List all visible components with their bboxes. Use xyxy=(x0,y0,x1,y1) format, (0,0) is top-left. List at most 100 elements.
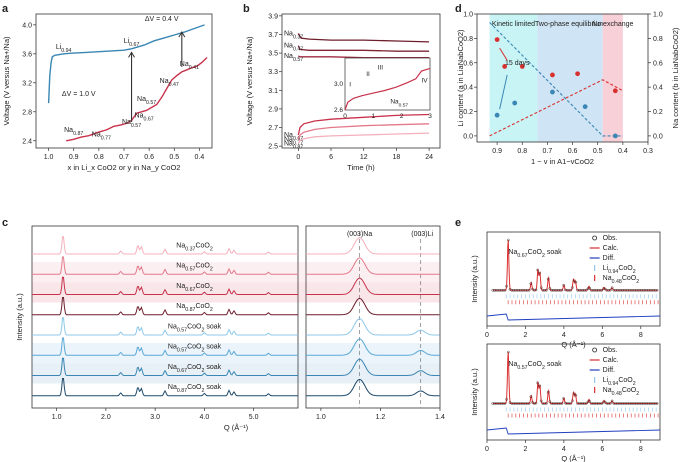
e-legend-label: Calc. xyxy=(603,357,619,364)
e-obs-point xyxy=(498,402,501,405)
e-obs-point xyxy=(567,402,571,405)
e-obs-point xyxy=(552,288,555,292)
e-obs-point xyxy=(546,277,550,281)
e-obs-point xyxy=(607,402,610,405)
e-obs-point xyxy=(633,402,636,405)
e-obs-point xyxy=(603,287,607,291)
e-obs-point xyxy=(572,392,576,396)
e-obs-point xyxy=(650,402,654,405)
c-right-xtick-label: 1.4 xyxy=(435,414,445,421)
e-obs-point xyxy=(512,288,515,292)
e-legend-label: Calc. xyxy=(603,245,619,252)
a-annotation: Na0.57 xyxy=(137,96,156,106)
e-calc-line xyxy=(492,352,658,404)
e-obs-point xyxy=(515,402,519,405)
e-obs-point xyxy=(596,402,600,405)
b-inset-stage-label: II xyxy=(366,71,370,78)
e-obs-point xyxy=(652,288,655,292)
e-obs-point xyxy=(655,402,659,405)
b-xtick-label: 0 xyxy=(296,154,300,161)
e-obs-point xyxy=(577,288,581,292)
e-obs-point xyxy=(598,288,602,292)
e-obs-point xyxy=(541,288,545,292)
c-trace-zoom-line xyxy=(306,378,440,397)
e-calc-line xyxy=(492,239,658,291)
e-obs-point xyxy=(505,284,508,288)
e-obs-point xyxy=(588,399,591,403)
c-trace-shade xyxy=(32,282,440,303)
e-obs-point xyxy=(609,402,612,405)
e-obs-point xyxy=(636,288,640,292)
e-obs-point xyxy=(631,288,635,292)
e-obs-point xyxy=(526,288,529,292)
d-right-ytick-label: 0.6 xyxy=(653,60,663,67)
e-obs-point xyxy=(635,288,638,292)
c-trace-line xyxy=(32,357,298,376)
c-trace-label: Na0.87CoO2 xyxy=(176,303,213,313)
e-obs-point xyxy=(624,288,628,292)
a-annotation: Na0.47 xyxy=(160,78,179,88)
e-obs-point xyxy=(576,402,579,405)
e-obs-point xyxy=(602,400,605,404)
b-series-Na0.67-line xyxy=(297,113,430,136)
e-legend-label: Obs. xyxy=(603,347,618,354)
e-obs-point xyxy=(515,288,519,292)
e-obs-point xyxy=(612,288,616,292)
e-obs-point xyxy=(590,402,593,405)
e-obs-point xyxy=(638,402,642,405)
d-point xyxy=(494,112,500,118)
e-obs-point xyxy=(538,384,541,388)
d-arrow-li xyxy=(499,74,508,110)
b-ytick-label: 2.7 xyxy=(268,125,278,132)
e-obs-point xyxy=(546,390,550,394)
c-xtick-label: 3.0 xyxy=(150,414,160,421)
e-obs-point xyxy=(654,402,657,405)
c-x-axis-label: Q (Å⁻¹) xyxy=(224,423,249,432)
e-obs-point xyxy=(564,288,567,292)
e-subplot-label: Na0.57CoO2 soak xyxy=(508,361,562,371)
panel-a: 1.0 0.9 0.8 0.7 0.6 0.5 0.4 2.4 2.8 3.2 3.6 4.0 x in… xyxy=(2,13,213,172)
e1-xtick-label: 0 xyxy=(485,446,489,453)
e-obs-point xyxy=(643,288,647,292)
e-obs-point xyxy=(593,402,597,405)
c-trace-label: Na0.57CoO2 soak xyxy=(168,323,222,333)
e-obs-point xyxy=(512,402,515,405)
e-obs-point xyxy=(534,288,538,292)
d-point xyxy=(494,37,500,42)
e-obs-point xyxy=(558,288,562,292)
e-obs-point xyxy=(558,402,562,405)
d-x-axis-label: 1 − v in A1−vCoO2 xyxy=(531,157,594,166)
e-obs-point xyxy=(638,288,642,292)
e-obs-point xyxy=(596,288,600,292)
a-ytick-label: 3.2 xyxy=(22,80,32,87)
c-trace-line xyxy=(32,236,298,255)
e-obs-point xyxy=(581,402,585,405)
e-obs-point xyxy=(579,288,583,292)
a-ytick-label: 4.0 xyxy=(22,22,32,29)
e-obs-point xyxy=(513,402,517,405)
e-obs-point xyxy=(636,402,640,405)
e0-xtick-label: 0 xyxy=(485,332,489,339)
e-obs-point xyxy=(652,402,655,405)
c-trace-line xyxy=(32,317,298,336)
d-xtick-label: 0.5 xyxy=(593,148,603,155)
b-series-label: Na0.57 xyxy=(284,53,303,63)
b-ytick-label: 3.9 xyxy=(268,13,278,20)
e-obs-point xyxy=(609,288,612,292)
e-x-axis-label: Q (Å⁻¹) xyxy=(561,340,586,349)
d-ytick-label: 0.0 xyxy=(463,133,473,140)
a-ytick-label: 3.6 xyxy=(22,51,32,58)
d-point xyxy=(612,88,618,94)
b-ytick-label: 2.5 xyxy=(268,144,278,151)
e-obs-point xyxy=(520,288,524,292)
c-trace-line xyxy=(32,276,298,295)
b-ytick-label: 3.3 xyxy=(268,69,278,76)
b-ytick-label: 3.1 xyxy=(268,88,278,95)
b-inset-line xyxy=(344,67,431,111)
e-obs-point xyxy=(503,402,507,405)
e-obs-point xyxy=(600,288,604,292)
a-series-NayCoO2-line xyxy=(66,57,208,142)
e-obs-point xyxy=(612,402,616,405)
e-obs-point xyxy=(519,288,522,292)
a-delta-v-arrowhead-2 xyxy=(178,31,186,38)
